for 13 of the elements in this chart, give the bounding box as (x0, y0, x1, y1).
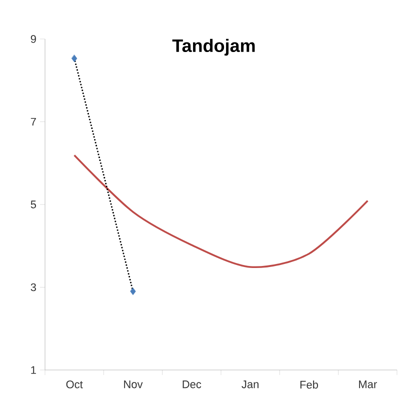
y-tick-label: 5 (30, 200, 36, 208)
x-tick-label: Mar (359, 380, 377, 388)
line-series (73, 154, 369, 268)
x-tick-label: Oct (66, 380, 83, 388)
chart-title: Tandojam (172, 38, 255, 56)
x-tick-label: Nov (124, 380, 143, 388)
x-tick-label: Jan (242, 380, 258, 388)
y-tick-label: 7 (30, 118, 36, 126)
y-tick-label: 1 (31, 366, 36, 374)
x-tick-label: Feb (300, 380, 318, 389)
x-tick-label: Dec (182, 380, 202, 388)
y-tick-label: 9 (30, 35, 36, 43)
y-tick-label: 3 (30, 283, 36, 292)
